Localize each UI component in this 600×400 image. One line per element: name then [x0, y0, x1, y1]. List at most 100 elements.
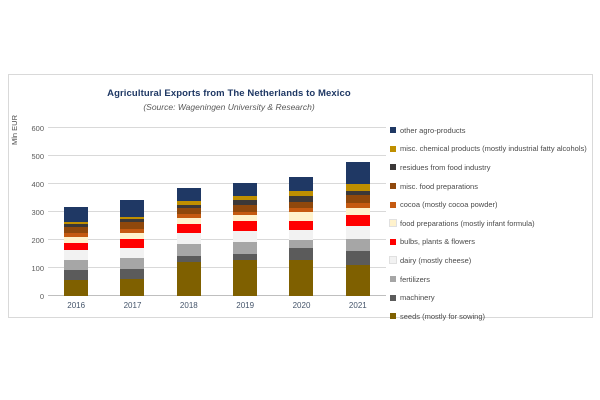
bar-segment: [233, 230, 258, 242]
legend-marker-icon: [390, 127, 396, 134]
bar-segment: [64, 233, 89, 238]
bar-segment: [120, 239, 145, 249]
stacked-bar-2016: [64, 207, 89, 296]
bar-segment: [64, 270, 89, 281]
bar-slot-2019: [217, 128, 273, 296]
bar-segment: [176, 208, 201, 215]
bar-segment: [289, 212, 314, 221]
gridline-0: [48, 295, 386, 296]
bar-segment: [64, 250, 89, 260]
gridline-500: [48, 155, 386, 156]
bar-segment: [120, 216, 145, 220]
bar-segment: [233, 241, 258, 255]
bar-segment: [233, 215, 258, 221]
bar-segment: [289, 177, 314, 192]
bar-segment: [289, 201, 314, 209]
legend-marker-icon: [390, 276, 396, 283]
bar-segment: [176, 214, 201, 218]
bar-segment: [64, 223, 89, 227]
bar-segment: [120, 248, 145, 258]
legend-marker-icon: [390, 145, 396, 152]
legend-label: other agro-products: [400, 125, 466, 135]
bar-segment: [345, 215, 370, 227]
legend-label: food preparations (mostly infant formula…: [400, 218, 535, 228]
legend-item: dairy (mostly cheese): [389, 251, 596, 270]
y-tick-label-200: 200: [31, 235, 44, 245]
bar-segment: [64, 259, 89, 271]
x-tick-label-2018: 2018: [179, 301, 198, 310]
bar-segment: [289, 191, 314, 197]
bar-segment: [345, 208, 370, 216]
bar-segment: [120, 219, 145, 222]
chart-subtitle: (Source: Wageningen University & Researc…: [143, 102, 315, 112]
bar-segment: [289, 230, 314, 241]
bar-segment: [120, 268, 145, 279]
legend-label: misc. food preparations: [400, 181, 478, 191]
x-tick-label-2017: 2017: [123, 301, 142, 310]
bar-segment: [233, 220, 258, 231]
bar-segment: [345, 161, 370, 185]
legend-item: residues from food industry: [390, 158, 596, 177]
bar-segment: [233, 196, 258, 200]
legend-item: bulbs, plants & flowers: [390, 233, 596, 252]
legend-label: fertilizers: [400, 274, 431, 284]
bar-segment: [289, 196, 314, 202]
bar-segment: [120, 229, 145, 234]
gridline-600: [48, 127, 386, 128]
x-tick-label-2020: 2020: [292, 301, 311, 310]
bar-segment: [176, 223, 201, 234]
bar-segment: [345, 264, 370, 296]
bar-segment: [176, 217, 201, 224]
stacked-bar-2017: [120, 200, 145, 296]
y-tick-label-0: 0: [39, 291, 44, 301]
legend-marker-icon: [390, 313, 396, 320]
legend-marker-icon: [390, 183, 396, 190]
stacked-bar-2021: [345, 161, 370, 296]
stacked-bar-2020: [289, 177, 314, 296]
y-tick-label-300: 300: [31, 207, 44, 217]
legend-item: food preparations (mostly infant formula…: [389, 214, 596, 233]
stacked-bar-2019: [233, 183, 258, 296]
legend-label: bulbs, plants & flowers: [400, 237, 476, 247]
legend-marker-icon: [390, 294, 396, 301]
bar-segment: [120, 200, 145, 217]
legend-marker-icon: [390, 164, 396, 171]
x-tick-label-2021: 2021: [348, 301, 367, 310]
plot-area: [48, 127, 386, 296]
bar-segment: [345, 238, 370, 252]
bar-segment: [345, 226, 370, 239]
bar-segment: [233, 204, 258, 212]
bar-segment: [345, 251, 370, 265]
bar-segment: [176, 243, 201, 256]
bar-segment: [345, 195, 370, 204]
legend-item: other agro-products: [390, 121, 596, 140]
legend-marker-icon: [390, 238, 396, 245]
bar-segment: [120, 233, 145, 240]
bar-segment: [64, 207, 89, 222]
y-tick-label-100: 100: [31, 263, 44, 273]
legend-marker-icon: [389, 256, 397, 265]
bar-segment: [233, 183, 258, 197]
legend-label: machinery: [400, 293, 435, 303]
legend-item: seeds (mostly for sowing): [390, 307, 596, 326]
bar-segment: [176, 262, 201, 296]
gridline-200: [48, 239, 386, 240]
legend-item: machinery: [390, 288, 596, 307]
gridline-100: [48, 267, 386, 268]
bar-segment: [64, 242, 89, 251]
bar-segment: [64, 237, 89, 243]
legend: other agro-products misc. chemical produc…: [389, 121, 596, 326]
legend-item: misc. chemical products (mostly industri…: [390, 140, 596, 159]
bar-segment: [233, 254, 258, 260]
bar-segment: [345, 184, 370, 192]
legend-item: cocoa (mostly cocoa powder): [390, 195, 596, 214]
gridline-300: [48, 211, 386, 212]
bar-segment: [289, 221, 314, 231]
legend-item: fertilizers: [390, 270, 596, 289]
bar-segment: [120, 257, 145, 269]
chart-title: Agricultural Exports from The Netherland…: [107, 88, 351, 99]
bar-slot-2016: [48, 128, 104, 296]
legend-marker-icon: [389, 219, 397, 228]
bar-segment: [64, 226, 89, 234]
